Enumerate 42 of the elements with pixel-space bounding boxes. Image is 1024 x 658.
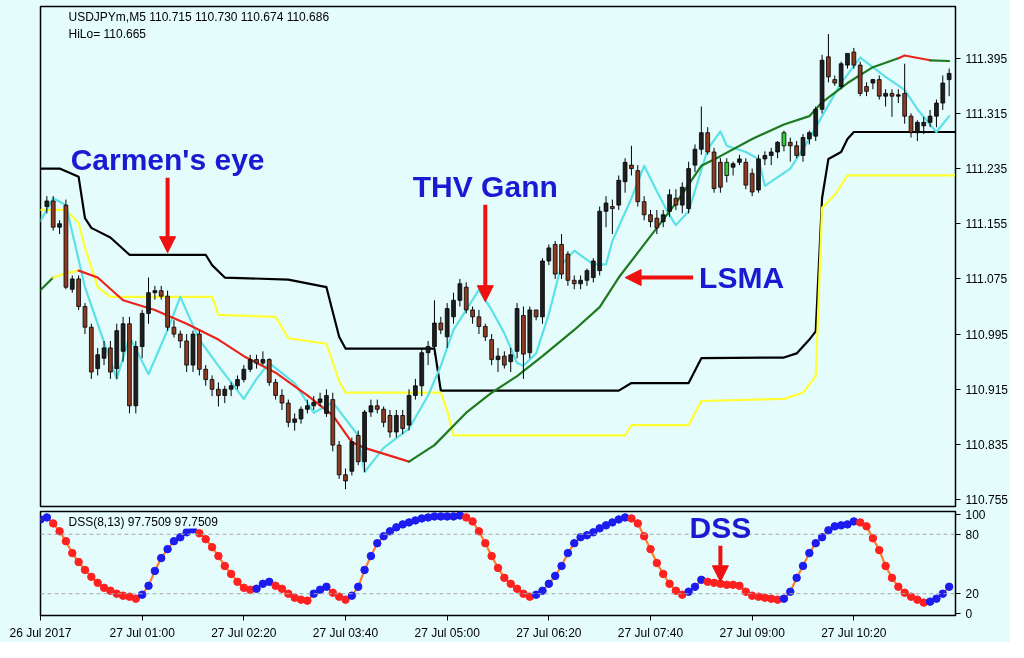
candlestick <box>457 278 463 307</box>
annotation: DSS <box>689 510 752 544</box>
candlestick <box>209 374 215 397</box>
y-tick-label: 110.915 <box>965 382 1009 397</box>
y-tick-label: 111.235 <box>965 162 1008 177</box>
annotation: HiLo= 110.665 <box>68 26 147 41</box>
line-series <box>40 56 951 474</box>
annotation: THV Gann <box>412 169 558 203</box>
y-tick-label: 80 <box>965 527 980 542</box>
y-tick-label: 110.755 <box>965 493 1009 508</box>
annotation: LSMA <box>699 261 785 295</box>
y-tick-label: 111.395 <box>965 51 1008 66</box>
x-tick-label: 27 Jul 01:00 <box>109 625 176 640</box>
candlestick <box>940 74 946 111</box>
annotation: Carmen's eye <box>70 142 265 176</box>
candlestick <box>44 195 50 214</box>
y-tick-label: 20 <box>965 587 980 602</box>
candlestick <box>870 78 876 90</box>
line-series <box>77 269 411 463</box>
y-tick-label: 110.995 <box>965 327 1009 342</box>
line-series <box>40 174 956 437</box>
line-series <box>407 57 900 463</box>
annotation: USDJPYm,M5 110.715 110.730 110.674 110.686 <box>68 9 330 24</box>
x-tick-label: 26 Jul 2017 <box>9 625 72 640</box>
y-tick-label: 111.075 <box>965 272 1008 287</box>
x-tick-label: 27 Jul 06:20 <box>516 625 582 640</box>
y-tick-label: 110.835 <box>965 437 1009 452</box>
annotation: DSS(8,13) 97.7509 97.7509 <box>68 514 219 529</box>
x-tick-label: 27 Jul 02:20 <box>211 625 277 640</box>
y-tick-label: 111.155 <box>965 217 1008 232</box>
x-tick-label: 27 Jul 10:20 <box>821 625 887 640</box>
y-tick-label: 0 <box>965 607 973 622</box>
x-tick-label: 27 Jul 05:00 <box>414 625 481 640</box>
candlestick <box>476 309 482 335</box>
candlestick <box>228 381 234 397</box>
x-tick-label: 27 Jul 07:40 <box>617 625 684 640</box>
x-tick-label: 27 Jul 09:00 <box>719 625 786 640</box>
y-tick-label: 100 <box>965 507 986 522</box>
candlestick <box>730 161 736 176</box>
candlestick <box>946 68 952 97</box>
x-tick-label: 27 Jul 03:40 <box>312 625 379 640</box>
y-tick-label: 111.315 <box>965 106 1008 121</box>
